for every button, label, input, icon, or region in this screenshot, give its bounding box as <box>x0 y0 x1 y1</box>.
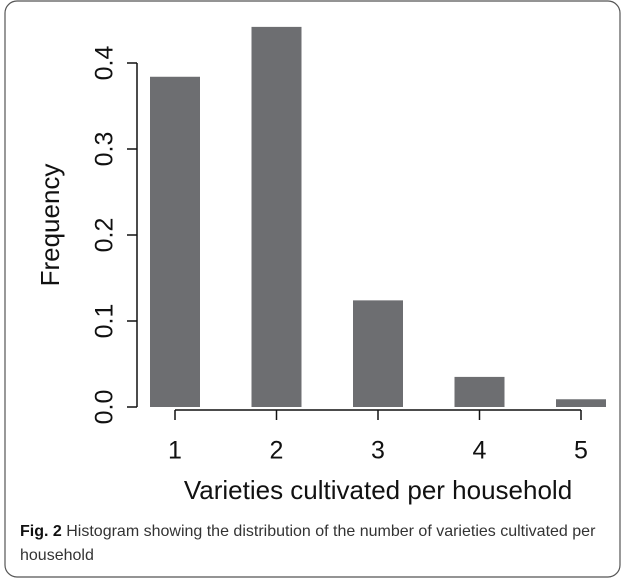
caption: Fig. 2 Histogram showing the distributio… <box>20 520 610 568</box>
x-tick-label: 3 <box>371 437 385 465</box>
y-tick-label: 0.2 <box>91 218 119 253</box>
x-tick-label: 2 <box>270 437 284 465</box>
y-tick-label: 0.4 <box>91 46 119 81</box>
x-axis-label: Varieties cultivated per household <box>184 475 572 505</box>
caption-text: Histogram showing the distribution of th… <box>20 523 596 564</box>
bar <box>150 76 200 407</box>
x-tick-label: 5 <box>574 437 588 465</box>
caption-label: Fig. 2 <box>20 523 62 540</box>
y-tick-label: 0.3 <box>91 132 119 167</box>
x-tick-label: 1 <box>168 437 182 465</box>
bar <box>454 376 505 407</box>
bar <box>251 26 302 407</box>
bar <box>353 300 403 407</box>
y-tick-label: 0.1 <box>91 304 119 339</box>
y-axis-label: Frequency <box>35 164 65 287</box>
x-tick-label: 4 <box>473 437 487 465</box>
frame <box>4 0 621 578</box>
bar <box>556 399 606 407</box>
y-tick-label: 0.0 <box>91 390 119 425</box>
